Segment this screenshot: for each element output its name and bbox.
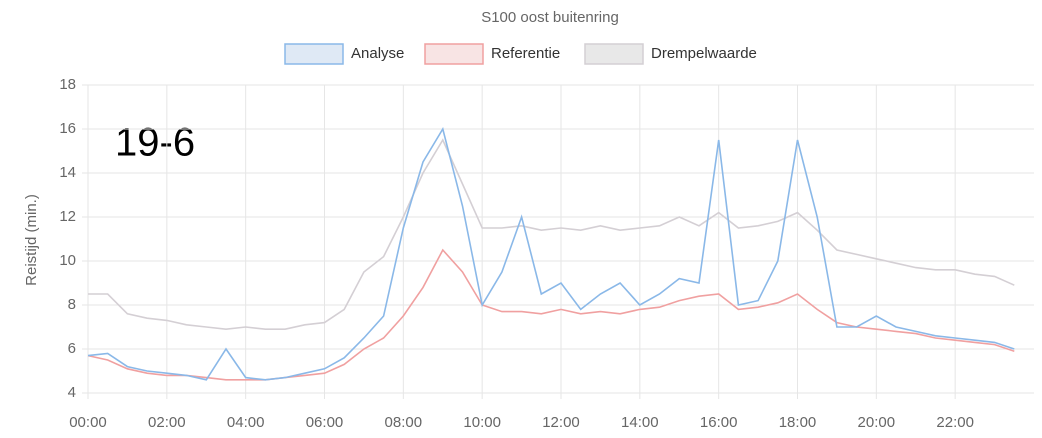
x-tick-label: 14:00 xyxy=(621,414,659,431)
chart-title: S100 oost buitenring xyxy=(481,9,619,26)
y-tick-label: 16 xyxy=(59,120,76,137)
legend-label: Referentie xyxy=(491,45,560,62)
annotation: 19-6 xyxy=(115,121,195,165)
x-tick-label: 08:00 xyxy=(385,414,423,431)
y-tick-label: 8 xyxy=(68,296,76,313)
y-tick-label: 12 xyxy=(59,208,76,225)
y-axis-label: Reistijd (min.) xyxy=(23,194,40,286)
x-tick-label: 06:00 xyxy=(306,414,344,431)
line xyxy=(88,138,1015,331)
y-tick-label: 10 xyxy=(59,252,76,269)
x-tick-label: 22:00 xyxy=(936,414,974,431)
x-tick-label: 12:00 xyxy=(542,414,580,431)
y-tick-label: 6 xyxy=(68,340,76,357)
y-tick-label: 18 xyxy=(59,76,76,93)
legend-swatch xyxy=(584,43,644,65)
legend-label: Drempelwaarde xyxy=(651,45,757,62)
legend-swatch xyxy=(424,43,484,65)
x-tick-label: 18:00 xyxy=(779,414,817,431)
legend-swatch xyxy=(284,43,344,65)
y-tick-label: 4 xyxy=(68,384,76,401)
line xyxy=(87,126,1015,381)
x-tick-label: 10:00 xyxy=(463,414,501,431)
x-tick-label: 20:00 xyxy=(858,414,896,431)
x-tick-label: 16:00 xyxy=(700,414,738,431)
x-tick-label: 00:00 xyxy=(69,414,107,431)
x-tick-label: 04:00 xyxy=(227,414,265,431)
legend-label: Analyse xyxy=(351,45,404,62)
y-tick-label: 14 xyxy=(59,164,76,181)
line xyxy=(87,248,1015,381)
x-tick-label: 02:00 xyxy=(148,414,186,431)
